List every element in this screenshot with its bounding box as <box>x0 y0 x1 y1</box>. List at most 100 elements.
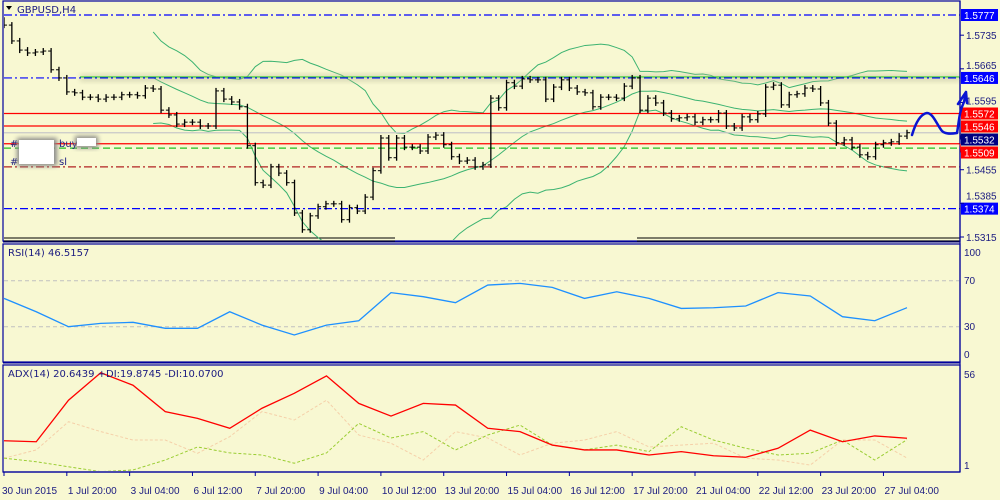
price-bar <box>660 99 667 117</box>
forecast-drawing-arrow[interactable] <box>910 90 969 137</box>
time-tick-label: 16 Jul 12:00 <box>570 486 625 497</box>
price-label: 1.5646 <box>964 74 995 85</box>
main-panel[interactable] <box>2 0 961 242</box>
price-bar <box>354 204 361 215</box>
price-bar <box>770 82 777 91</box>
price-label-leader <box>959 132 962 140</box>
price-bar <box>142 85 149 99</box>
adx-plot <box>4 371 908 471</box>
price-bar <box>150 85 157 92</box>
price-label-leader <box>959 143 962 153</box>
price-bar <box>322 200 329 210</box>
price-bar <box>87 94 94 101</box>
price-bar <box>244 103 251 149</box>
price-bar <box>849 136 856 151</box>
price-bar <box>684 113 691 121</box>
price-bar <box>589 89 596 110</box>
price-bar <box>825 99 832 127</box>
price-bar <box>213 87 220 129</box>
price-tick-label: 1.5595 <box>966 97 997 108</box>
price-bar <box>8 22 15 44</box>
price-bar <box>519 75 526 90</box>
price-bar <box>574 85 581 95</box>
price-bar <box>181 119 188 128</box>
price-label-box <box>961 71 998 84</box>
price-bar <box>472 157 479 170</box>
price-label-box <box>961 120 998 133</box>
redaction-box <box>77 138 96 146</box>
adx-panel[interactable] <box>2 364 961 473</box>
price-bar <box>809 85 816 92</box>
price-bar <box>841 136 848 146</box>
price-bar <box>691 113 698 126</box>
price-bar <box>456 153 463 165</box>
price-label-box <box>961 146 998 159</box>
bollinger-lower-band <box>153 109 908 240</box>
rsi-label: RSI(14) 46.5157 <box>8 248 89 259</box>
price-bar <box>63 74 70 95</box>
price-label: 1.5509 <box>964 149 995 160</box>
time-tick-label: 9 Jul 04:00 <box>319 486 368 497</box>
price-bar <box>24 47 31 56</box>
price-bar <box>464 157 471 165</box>
price-bar <box>307 212 314 233</box>
rsi-line <box>4 282 908 336</box>
price-bar <box>134 91 141 99</box>
price-bar <box>252 142 259 186</box>
adx-tick-label: 56 <box>964 370 976 381</box>
price-bar <box>32 48 39 56</box>
price-bar <box>739 113 746 131</box>
price-bar <box>417 144 424 154</box>
adx-series-di <box>4 422 908 471</box>
price-bar <box>856 144 863 158</box>
price-bar <box>629 74 636 90</box>
price-bar <box>16 37 23 54</box>
time-tick-label: 21 Jul 04:00 <box>696 486 751 497</box>
price-bar <box>801 85 808 97</box>
price-bar <box>267 163 274 189</box>
price-bar <box>652 95 659 106</box>
price-bar <box>103 94 110 103</box>
price-bar <box>448 141 455 160</box>
price-label: 1.5532 <box>964 136 995 147</box>
price-bar <box>778 82 785 108</box>
price-bar <box>479 161 486 170</box>
price-bar <box>566 76 573 92</box>
price-bar <box>487 95 494 168</box>
price-bar <box>558 76 565 91</box>
bollinger-middle-band <box>152 77 908 189</box>
order-hash-label: # <box>10 157 18 168</box>
price-bar <box>377 135 384 174</box>
sl-order-label: sl <box>59 157 67 168</box>
price-bar <box>425 134 432 154</box>
dropdown-triangle-icon[interactable] <box>6 6 12 10</box>
redaction-box <box>19 140 54 164</box>
price-bar <box>220 87 227 103</box>
price-label-box <box>961 9 998 21</box>
price-bar <box>723 110 730 129</box>
rsi-tick-label: 100 <box>964 248 981 259</box>
time-tick-label: 6 Jul 12:00 <box>193 486 242 497</box>
price-bar <box>158 85 165 114</box>
rsi-panel[interactable] <box>2 243 961 363</box>
price-bar <box>315 203 322 219</box>
price-bar <box>189 119 196 126</box>
price-bar <box>511 79 518 90</box>
adx-series-adx <box>4 371 908 458</box>
time-tick-label: 30 Jun 2015 <box>2 486 57 497</box>
price-bar <box>236 98 243 110</box>
price-bar <box>527 75 534 83</box>
time-tick-label: 27 Jul 04:00 <box>884 486 939 497</box>
price-bar <box>794 90 801 98</box>
price-bar <box>542 76 549 103</box>
time-tick-label: 22 Jul 12:00 <box>759 486 814 497</box>
price-bar <box>110 94 117 101</box>
price-bar <box>346 204 353 223</box>
price-bar <box>260 179 267 189</box>
price-label-box <box>961 107 998 120</box>
price-bar <box>291 179 298 216</box>
price-bar <box>872 141 879 160</box>
price-bar <box>644 95 651 114</box>
rsi-tick-label: 0 <box>964 350 970 361</box>
